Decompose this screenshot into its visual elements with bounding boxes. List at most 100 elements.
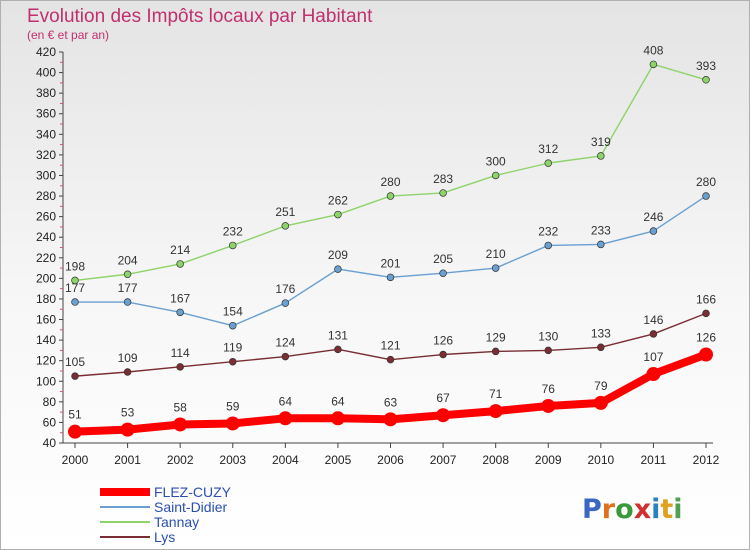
chart-title: Evolution des Impôts locaux par Habitant <box>27 6 373 27</box>
data-label: 210 <box>486 247 506 261</box>
data-point <box>491 264 500 272</box>
data-label: 214 <box>170 243 190 257</box>
data-label: 71 <box>489 387 503 401</box>
data-point <box>281 352 290 361</box>
data-point <box>439 269 447 277</box>
y-tick-label: 40 <box>43 436 57 450</box>
data-point <box>386 192 395 200</box>
y-tick-label: 260 <box>36 210 56 224</box>
data-point <box>544 159 552 167</box>
data-point <box>491 171 500 180</box>
data-point <box>436 408 451 423</box>
data-label: 283 <box>433 172 453 186</box>
data-label: 121 <box>380 339 400 353</box>
data-point <box>281 299 290 307</box>
data-point <box>544 241 552 250</box>
data-point <box>597 343 605 352</box>
series-flez-cuzy: 51 53 58 59 64 64 63 67 71 76 79 107 126 <box>68 331 716 439</box>
data-label: 124 <box>275 336 295 350</box>
data-point <box>68 424 82 439</box>
data-label: 312 <box>538 142 558 156</box>
data-point <box>229 357 237 366</box>
data-point <box>71 372 79 380</box>
data-point <box>176 363 184 371</box>
legend-item-tannay: Tannay <box>100 514 199 530</box>
data-point <box>702 192 710 200</box>
series-lys: 105 109 114 119 124 131 121 126 129 130 133 146 166 <box>65 292 716 380</box>
x-tick-label: 2010 <box>587 453 614 467</box>
data-label: 319 <box>591 135 611 149</box>
x-tick-label: 2000 <box>62 453 89 467</box>
x-tick-label: 2008 <box>482 453 509 467</box>
logo-letter: i <box>651 494 660 525</box>
data-point <box>386 355 395 364</box>
y-tick-label: 340 <box>36 127 56 141</box>
data-label: 177 <box>118 281 138 295</box>
logo-letter: P <box>582 494 602 525</box>
data-label: 76 <box>542 382 556 396</box>
x-tick-label: 2004 <box>272 453 299 467</box>
data-label: 408 <box>643 43 663 57</box>
data-point <box>649 60 658 69</box>
data-label: 280 <box>380 175 400 189</box>
proxiti-logo: Proxiti <box>582 494 683 525</box>
logo-letter: t <box>660 494 673 525</box>
data-point <box>544 346 552 355</box>
data-label: 59 <box>226 399 240 413</box>
y-tick-label: 100 <box>36 374 56 388</box>
data-label: 126 <box>696 331 716 345</box>
data-point <box>491 347 500 356</box>
legend-item-flez-cuzy: FLEZ-CUZY <box>100 484 232 500</box>
data-point <box>71 276 79 285</box>
data-label: 58 <box>173 400 187 414</box>
logo-letter: i <box>673 494 682 525</box>
data-label: 209 <box>328 248 348 262</box>
y-tick-label: 120 <box>36 354 56 368</box>
data-label: 133 <box>591 326 611 340</box>
data-point <box>597 152 605 160</box>
data-label: 205 <box>433 252 453 266</box>
x-tick-label: 2005 <box>325 453 352 467</box>
data-point <box>123 270 132 279</box>
y-tick-label: 80 <box>43 395 57 409</box>
logo-letter: r <box>602 494 616 525</box>
data-point <box>646 367 661 382</box>
data-point <box>597 240 605 249</box>
data-label: 114 <box>171 346 190 360</box>
legend-label: FLEZ-CUZY <box>154 484 232 500</box>
data-label: 393 <box>696 59 716 73</box>
data-point <box>699 347 713 362</box>
data-point <box>541 398 556 413</box>
y-tick-label: 240 <box>36 230 56 244</box>
data-point <box>334 345 342 354</box>
data-label: 146 <box>643 313 663 327</box>
series-saint-didier: 177 177 167 154 176 209 201 205 210 232 233 246 280 <box>65 175 716 330</box>
y-tick-label: 420 <box>36 45 56 59</box>
data-point <box>649 330 658 338</box>
data-label: 177 <box>65 281 85 295</box>
data-label: 232 <box>538 224 558 238</box>
y-tick-label: 220 <box>36 251 56 265</box>
data-label: 154 <box>223 305 243 319</box>
logo-text: Proxiti <box>582 494 683 525</box>
data-point <box>225 416 240 431</box>
y-tick-label: 380 <box>36 86 56 100</box>
data-point <box>702 76 710 84</box>
data-label: 232 <box>223 224 243 238</box>
y-tick-label: 180 <box>36 292 56 306</box>
data-point <box>334 265 342 273</box>
y-tick-label: 140 <box>36 333 56 347</box>
data-label: 130 <box>538 329 558 343</box>
x-tick-label: 2011 <box>641 453 667 467</box>
data-label: 129 <box>486 330 506 344</box>
y-tick-label: 60 <box>43 415 57 429</box>
data-point <box>176 308 184 317</box>
x-ticks: 2000 2001 2002 2003 2004 2005 2006 2007 2008 2009… <box>62 443 720 467</box>
legend-label: Saint-Didier <box>154 499 227 515</box>
x-tick-label: 2009 <box>535 453 562 467</box>
logo-letter: x <box>634 494 651 525</box>
data-label: 198 <box>65 259 85 273</box>
data-point <box>334 210 342 219</box>
